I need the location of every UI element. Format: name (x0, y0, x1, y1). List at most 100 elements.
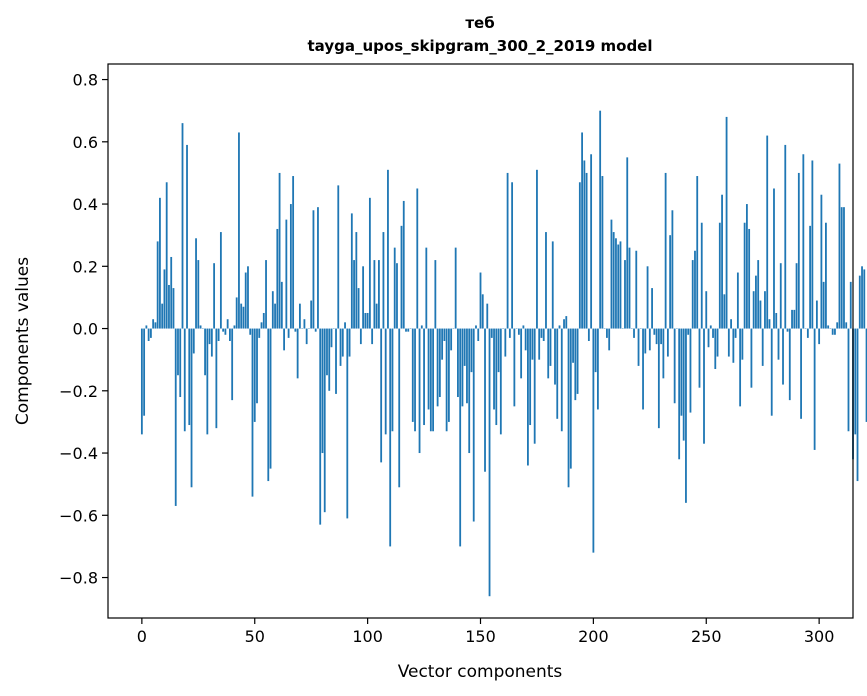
bar (172, 288, 175, 329)
bar (238, 132, 240, 329)
bar (764, 291, 766, 329)
bar (344, 322, 346, 329)
bar (206, 328, 209, 435)
bar (375, 303, 378, 329)
bar (725, 116, 728, 329)
bar (560, 328, 563, 432)
bar (481, 294, 484, 329)
bar (475, 325, 477, 329)
bar (222, 328, 225, 332)
bar (858, 275, 861, 329)
bar (170, 256, 173, 329)
bar (396, 263, 398, 329)
bar (289, 204, 292, 329)
bar (186, 144, 188, 329)
bar (732, 328, 735, 363)
bar (258, 328, 261, 338)
bar (865, 328, 867, 422)
bar-series (140, 110, 867, 597)
bar (262, 312, 265, 329)
bar (551, 241, 554, 329)
bar (213, 263, 216, 329)
bar (666, 328, 669, 357)
bar (721, 194, 723, 329)
bar (797, 172, 800, 329)
y-tick-label: 0.2 (73, 257, 98, 276)
bar (249, 328, 252, 335)
bar (648, 328, 651, 351)
bar (183, 328, 186, 432)
bar (608, 328, 611, 351)
bar (495, 328, 498, 426)
bar (565, 316, 568, 329)
bar (653, 328, 656, 335)
bar (411, 328, 414, 422)
bar (168, 284, 170, 329)
bar (490, 328, 493, 338)
bar (235, 297, 238, 329)
x-tick-label: 250 (691, 627, 722, 646)
bar (617, 244, 620, 329)
bar (651, 288, 653, 329)
bar (346, 328, 349, 519)
bar (152, 319, 155, 329)
bar (337, 185, 340, 329)
bar (533, 328, 536, 444)
bar (680, 328, 683, 416)
bar (642, 328, 644, 410)
bar (298, 303, 301, 329)
bar (723, 294, 726, 329)
bar (479, 272, 482, 329)
bar (520, 328, 523, 379)
bar (700, 222, 703, 329)
bar (416, 188, 419, 329)
bar (140, 328, 143, 435)
bar (657, 328, 660, 429)
bar (470, 328, 473, 373)
bar (863, 269, 866, 329)
bar (689, 328, 692, 413)
bar (285, 219, 288, 329)
bar (662, 328, 665, 379)
bar (522, 325, 525, 329)
bar (802, 154, 805, 329)
bar (159, 197, 161, 329)
bar (549, 328, 552, 366)
bar (321, 328, 324, 454)
bar (378, 260, 380, 329)
bar (712, 328, 714, 338)
y-axis-ticks: 0.8 0.6 0.4 0.2 0.0 −0.2 −0.4 −0.6 −0.8 (59, 71, 108, 588)
bar (818, 328, 821, 345)
bar (242, 306, 245, 329)
bar (364, 312, 367, 329)
bar (387, 169, 389, 329)
bar (181, 123, 184, 329)
bar (531, 328, 534, 360)
bar (251, 328, 254, 497)
bar (809, 225, 812, 329)
bar (353, 260, 355, 329)
bar (759, 300, 762, 329)
bar (813, 328, 816, 450)
bar (703, 328, 705, 444)
bar (400, 225, 403, 329)
bar (540, 328, 543, 338)
bar (368, 197, 371, 329)
bar (596, 328, 599, 410)
bar (274, 303, 276, 329)
bar (461, 328, 464, 407)
bar (594, 328, 597, 373)
bar (283, 328, 285, 351)
x-axis-ticks: 0 50 100 150 200 250 300 (137, 618, 834, 646)
bar (190, 328, 193, 488)
bar (811, 160, 814, 329)
bar (154, 322, 157, 329)
bar (766, 135, 769, 329)
bar (357, 288, 360, 329)
bar (707, 328, 710, 348)
bar (305, 328, 308, 345)
bar (739, 328, 742, 407)
bar (438, 328, 441, 398)
bar (615, 238, 617, 329)
